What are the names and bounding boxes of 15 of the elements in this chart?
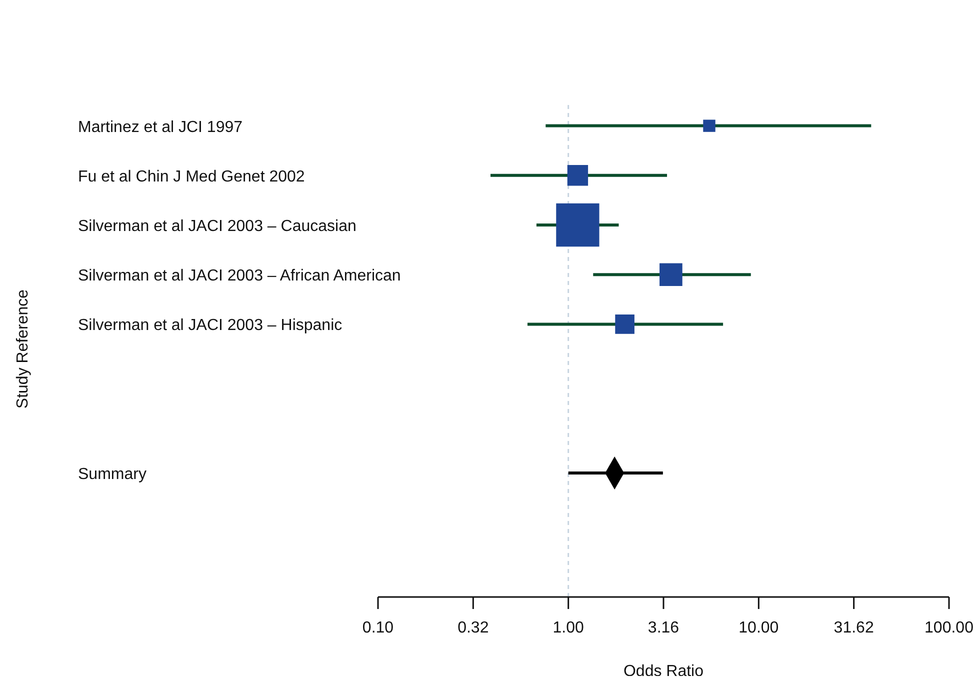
y-tick-label: Summary [78,466,146,483]
y-tick-label: Silverman et al JACI 2003 – Hispanic [78,317,342,334]
x-tick-label: 1.00 [552,619,584,636]
x-tick-label: 31.62 [834,619,874,636]
x-tick-label: 0.32 [458,619,489,636]
y-axis-title: Study Reference [14,289,32,409]
x-axis-title: Odds Ratio [623,663,704,679]
x-tick-label: 100.00 [924,619,974,636]
x-tick-label: 0.10 [362,619,394,636]
y-tick-label: Martinez et al JCI 1997 [78,118,243,136]
x-tick-label: 10.00 [738,619,779,636]
y-tick-label: Silverman et al JACI 2003 – African American [78,268,401,285]
y-tick-label: Silverman et al JACI 2003 – Caucasian [78,218,356,235]
y-tick-label: Fu et al Chin J Med Genet 2002 [78,168,305,186]
x-tick-label: 3.16 [648,619,680,636]
